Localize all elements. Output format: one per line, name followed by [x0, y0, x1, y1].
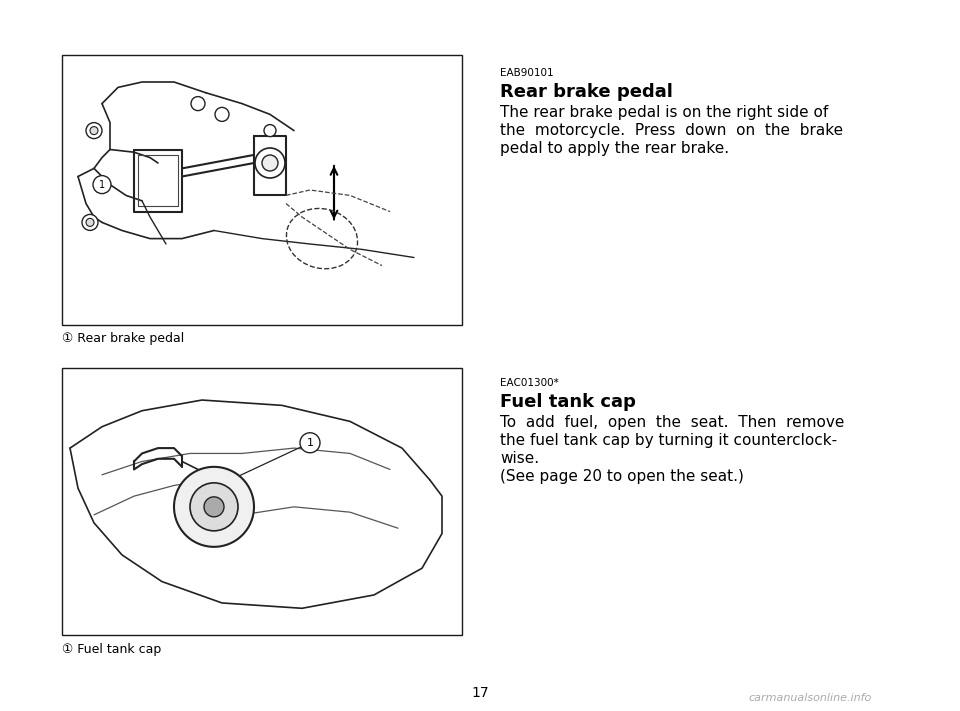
Bar: [62, 55, 462, 325]
Text: carmanualsonline.info: carmanualsonline.info: [749, 693, 872, 703]
Text: 1: 1: [99, 180, 105, 190]
Text: the fuel tank cap by turning it counterclock-: the fuel tank cap by turning it counterc…: [500, 433, 837, 448]
Circle shape: [255, 148, 285, 178]
Text: 1: 1: [306, 438, 314, 448]
Text: ① Rear brake pedal: ① Rear brake pedal: [62, 332, 184, 345]
Circle shape: [191, 97, 205, 111]
Circle shape: [86, 218, 94, 226]
Circle shape: [174, 467, 254, 547]
Text: Fuel tank cap: Fuel tank cap: [500, 393, 636, 411]
Circle shape: [264, 124, 276, 137]
Text: ① Fuel tank cap: ① Fuel tank cap: [62, 643, 161, 656]
Circle shape: [90, 127, 98, 134]
Circle shape: [190, 483, 238, 531]
Circle shape: [82, 215, 98, 230]
Circle shape: [300, 433, 320, 453]
Text: wise.: wise.: [500, 451, 540, 466]
Circle shape: [86, 122, 102, 139]
Bar: [62, 368, 462, 635]
Text: 17: 17: [471, 686, 489, 700]
Circle shape: [215, 107, 229, 122]
Text: Rear brake pedal: Rear brake pedal: [500, 83, 673, 101]
Text: To  add  fuel,  open  the  seat.  Then  remove: To add fuel, open the seat. Then remove: [500, 415, 845, 430]
Text: The rear brake pedal is on the right side of: The rear brake pedal is on the right sid…: [500, 105, 828, 120]
Circle shape: [93, 176, 111, 193]
Text: EAC01300*: EAC01300*: [500, 378, 559, 388]
Text: (See page 20 to open the seat.): (See page 20 to open the seat.): [500, 469, 744, 484]
Text: the  motorcycle.  Press  down  on  the  brake: the motorcycle. Press down on the brake: [500, 123, 843, 138]
Text: pedal to apply the rear brake.: pedal to apply the rear brake.: [500, 141, 730, 156]
Circle shape: [204, 497, 224, 517]
Circle shape: [262, 155, 278, 171]
Text: EAB90101: EAB90101: [500, 68, 554, 78]
